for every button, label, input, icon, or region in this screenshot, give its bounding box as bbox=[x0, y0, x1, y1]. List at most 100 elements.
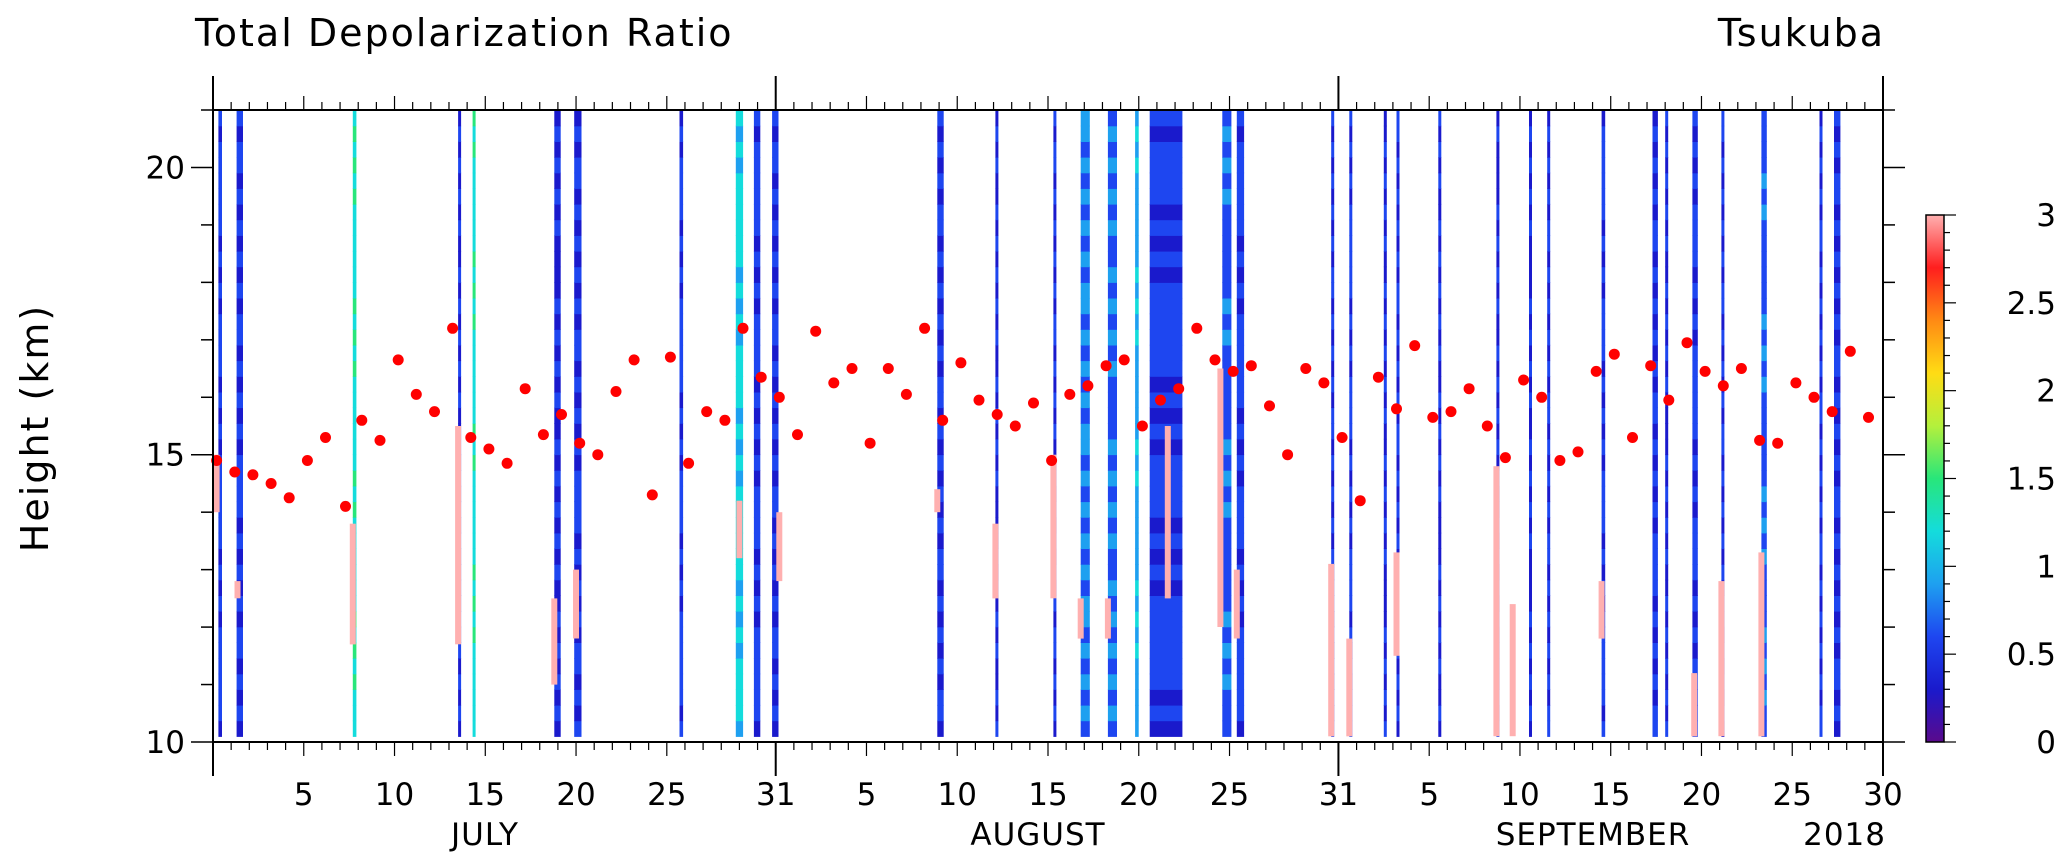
profile-cell bbox=[1349, 579, 1353, 596]
profile-cell bbox=[995, 470, 999, 487]
profile-cell bbox=[753, 673, 761, 690]
profile-cell bbox=[236, 470, 243, 487]
profile-cell bbox=[352, 376, 357, 393]
profile-cell bbox=[236, 532, 243, 549]
profile-cell bbox=[1529, 454, 1532, 471]
profile-cell bbox=[735, 626, 744, 643]
profile-cell bbox=[1529, 344, 1532, 362]
profile-cell bbox=[1135, 689, 1139, 706]
profile-cell bbox=[735, 391, 744, 409]
profile-cell bbox=[1438, 407, 1442, 424]
profile-cell bbox=[1222, 689, 1232, 706]
profile-cell bbox=[1721, 454, 1725, 471]
profile-cell bbox=[574, 266, 582, 283]
profile-cell bbox=[218, 423, 222, 440]
profile-cell bbox=[472, 297, 476, 315]
profile-cell bbox=[1652, 517, 1658, 534]
profile-cell bbox=[1107, 172, 1117, 189]
tropopause-point bbox=[664, 351, 676, 363]
profile-cell bbox=[1149, 673, 1183, 690]
profile-cell bbox=[1601, 282, 1606, 299]
profile-cell bbox=[937, 579, 944, 596]
profile-cell bbox=[472, 548, 476, 565]
profile-cell bbox=[1438, 704, 1442, 722]
profile-cell bbox=[1222, 376, 1232, 393]
tropopause-point bbox=[1699, 365, 1711, 377]
profile-cell bbox=[1665, 110, 1669, 127]
profile-cell bbox=[1236, 219, 1245, 236]
profile-cell bbox=[1529, 438, 1532, 456]
profile-cell bbox=[735, 438, 744, 456]
profile-cell bbox=[1396, 391, 1400, 409]
profile-cell bbox=[1721, 438, 1725, 456]
profile-cell bbox=[1349, 501, 1353, 518]
profile-cell bbox=[772, 517, 779, 534]
colorbar-labels: 0 0.5 1 1.5 2 2.5 3 bbox=[2007, 198, 2056, 761]
profile-cell bbox=[679, 673, 684, 690]
profile-cell bbox=[1721, 532, 1725, 549]
profile-cell bbox=[1222, 157, 1232, 174]
profile-cell bbox=[352, 720, 357, 737]
profile-cell bbox=[1349, 517, 1353, 534]
profile-cell bbox=[1383, 141, 1387, 158]
tropopause-point bbox=[773, 391, 785, 403]
x-tick-label: 20 bbox=[1682, 777, 1721, 813]
tropopause-point bbox=[1318, 377, 1330, 389]
profile-cell bbox=[1601, 407, 1606, 424]
profile-cell bbox=[1721, 219, 1725, 236]
profile-cell bbox=[1107, 454, 1117, 471]
tropopause-point bbox=[1427, 411, 1439, 423]
profile-cell bbox=[1331, 532, 1335, 549]
profile-cell bbox=[1438, 454, 1442, 471]
profile-cell bbox=[218, 673, 222, 690]
profile-cell bbox=[458, 689, 462, 706]
profile-cell bbox=[1438, 626, 1442, 643]
tropopause-point bbox=[1481, 420, 1493, 432]
profile-cell bbox=[1080, 110, 1090, 127]
profile-cell bbox=[1383, 157, 1387, 174]
profile-cell bbox=[735, 611, 744, 628]
profile-cell bbox=[1080, 454, 1090, 471]
profile-cell bbox=[1438, 579, 1442, 596]
profile-cell bbox=[472, 203, 476, 221]
profile-cell bbox=[1396, 157, 1400, 174]
profile-cell bbox=[1761, 376, 1767, 393]
profile-cell bbox=[1665, 485, 1669, 503]
profile-cell bbox=[1222, 235, 1232, 252]
profile-cell bbox=[1331, 219, 1335, 236]
tropopause-point bbox=[1518, 374, 1530, 386]
profile-cell bbox=[1222, 391, 1232, 409]
profile-cell bbox=[1331, 470, 1335, 487]
profile-cell bbox=[352, 110, 357, 127]
profile-cell bbox=[1665, 235, 1669, 252]
profile-cell bbox=[218, 642, 222, 659]
profile-cell bbox=[1080, 344, 1090, 362]
profile-cell bbox=[218, 266, 222, 283]
profile-cell bbox=[1396, 470, 1400, 487]
profile-cell bbox=[1349, 219, 1353, 236]
profile-cell bbox=[1383, 501, 1387, 518]
profile-cell bbox=[1547, 376, 1551, 393]
profile-cell bbox=[1222, 470, 1232, 487]
profile-cell bbox=[1135, 423, 1139, 440]
profile-cell bbox=[1438, 501, 1442, 518]
profile-cell bbox=[1692, 485, 1698, 503]
profile-cell bbox=[1396, 313, 1400, 330]
profile-cell bbox=[735, 720, 744, 737]
profile-cell bbox=[472, 141, 476, 158]
profile-cell bbox=[1149, 203, 1183, 221]
tropopause-point bbox=[1445, 406, 1457, 418]
profile-cell bbox=[679, 626, 684, 643]
profile-cell bbox=[1547, 532, 1551, 549]
tropopause-point bbox=[1663, 394, 1675, 406]
profile-cell bbox=[574, 501, 582, 518]
profile-cell bbox=[1665, 376, 1669, 393]
profile-cell bbox=[1222, 141, 1232, 158]
profile-cell bbox=[1601, 548, 1606, 565]
colorbar-ticks bbox=[1944, 214, 1956, 743]
depol-profile bbox=[1222, 110, 1232, 737]
profile-cell bbox=[995, 172, 999, 189]
profile-cell bbox=[574, 329, 582, 346]
profile-cell bbox=[1761, 219, 1767, 236]
profile-cell bbox=[937, 297, 944, 315]
